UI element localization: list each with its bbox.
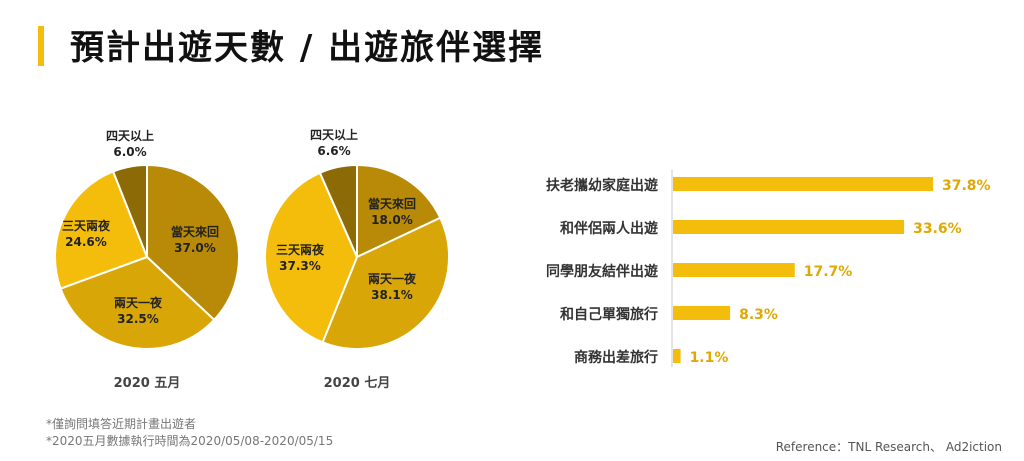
pie-slice	[321, 216, 450, 350]
bar-value-label: 37.8%	[942, 178, 991, 194]
bar	[673, 349, 681, 363]
bar-value-label: 8.3%	[739, 307, 778, 323]
pie-slice	[264, 171, 359, 344]
slice-value: 32.5%	[117, 312, 159, 326]
slice-label: 四天以上	[106, 128, 154, 143]
slice-value: 18.0%	[371, 213, 413, 227]
page-title: 預計出遊天數 / 出遊旅伴選擇	[70, 28, 545, 68]
slice-label: 當天來回	[171, 224, 219, 239]
pie-slice	[146, 163, 240, 322]
bar-category-label: 商務出差旅行	[574, 349, 658, 366]
pie-slice	[59, 255, 216, 350]
slice-value: 6.6%	[317, 144, 350, 158]
footnote-2: *2020五月數據執行時間為2020/05/08-2020/05/15	[46, 434, 334, 448]
bar-category-label: 同學朋友結伴出遊	[546, 263, 658, 280]
slice-label: 四天以上	[310, 127, 358, 142]
slice-value: 37.3%	[279, 259, 321, 273]
slice-label: 兩天一夜	[368, 271, 417, 286]
bar-category-label: 和自己單獨旅行	[560, 306, 658, 323]
slice-value: 37.0%	[174, 241, 216, 255]
slice-value: 24.6%	[65, 235, 107, 249]
slice-label: 三天兩夜	[276, 242, 325, 257]
slice-label: 三天兩夜	[62, 218, 111, 233]
pie-slice	[318, 163, 358, 258]
pie-title: 2020 五月	[114, 376, 181, 391]
pie-slice	[111, 163, 148, 258]
bar	[673, 177, 933, 191]
bar-value-label: 17.7%	[804, 264, 853, 280]
bar-value-label: 33.6%	[913, 221, 962, 237]
bar	[673, 306, 731, 320]
slice-value: 6.0%	[113, 145, 146, 159]
slice-label: 兩天一夜	[114, 295, 163, 310]
footnote-1: *僅詢問填答近期計畫出遊者	[46, 417, 197, 431]
reference-text: Reference：TNL Research、 Ad2iction	[775, 440, 1002, 454]
bar-value-label: 1.1%	[690, 350, 729, 366]
bar-category-label: 扶老攜幼家庭出遊	[546, 177, 658, 194]
title-accent-bar	[38, 26, 44, 66]
pie-slice	[356, 163, 442, 259]
pie-title: 2020 七月	[324, 376, 391, 391]
bar	[673, 220, 905, 234]
bar-category-label: 和伴侶兩人出遊	[560, 220, 658, 237]
bar	[673, 263, 795, 277]
slice-value: 38.1%	[371, 288, 413, 302]
slice-label: 當天來回	[368, 196, 416, 211]
